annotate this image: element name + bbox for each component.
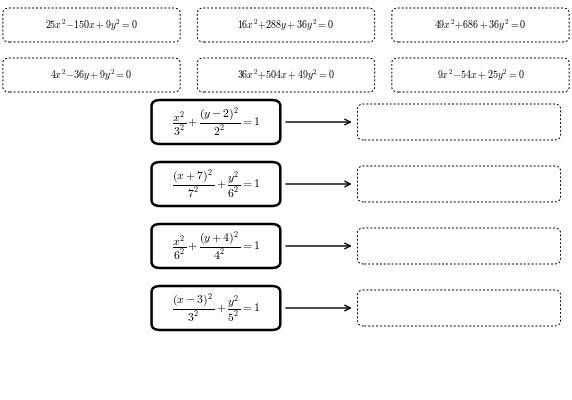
FancyBboxPatch shape [358,290,561,326]
FancyBboxPatch shape [197,8,375,42]
Text: $36x^2{+}504x+49y^2=0$: $36x^2{+}504x+49y^2=0$ [237,67,335,83]
FancyBboxPatch shape [392,8,569,42]
FancyBboxPatch shape [392,58,569,92]
FancyBboxPatch shape [152,224,280,268]
Text: $16x^2{+}288y+36y^2=0$: $16x^2{+}288y+36y^2=0$ [237,17,335,33]
FancyBboxPatch shape [152,286,280,330]
FancyBboxPatch shape [358,166,561,202]
FancyBboxPatch shape [152,100,280,144]
FancyBboxPatch shape [3,58,180,92]
FancyBboxPatch shape [358,228,561,264]
Text: $\dfrac{x^2}{6^2}+\dfrac{(y+4)^2}{4^2}=1$: $\dfrac{x^2}{6^2}+\dfrac{(y+4)^2}{4^2}=1… [172,230,260,262]
Text: $49x^2{+}686+36y^2=0$: $49x^2{+}686+36y^2=0$ [434,17,527,33]
Text: $25x^2{-}150x+9y^2=0$: $25x^2{-}150x+9y^2=0$ [45,17,138,33]
FancyBboxPatch shape [152,162,280,206]
FancyBboxPatch shape [358,104,561,140]
Text: $\dfrac{x^2}{3^2}+\dfrac{(y-2)^2}{2^2}=1$: $\dfrac{x^2}{3^2}+\dfrac{(y-2)^2}{2^2}=1… [172,106,260,138]
Text: $4x^2{-}36y+9y^2=0$: $4x^2{-}36y+9y^2=0$ [50,67,133,83]
Text: $9x^2{-}54x+25y^2=0$: $9x^2{-}54x+25y^2=0$ [436,67,525,83]
Text: $\dfrac{(x+7)^2}{7^2}+\dfrac{y^2}{6^2}=1$: $\dfrac{(x+7)^2}{7^2}+\dfrac{y^2}{6^2}=1… [172,168,260,200]
FancyBboxPatch shape [3,8,180,42]
FancyBboxPatch shape [197,58,375,92]
Text: $\dfrac{(x-3)^2}{3^2}+\dfrac{y^2}{5^2}=1$: $\dfrac{(x-3)^2}{3^2}+\dfrac{y^2}{5^2}=1… [172,292,260,324]
